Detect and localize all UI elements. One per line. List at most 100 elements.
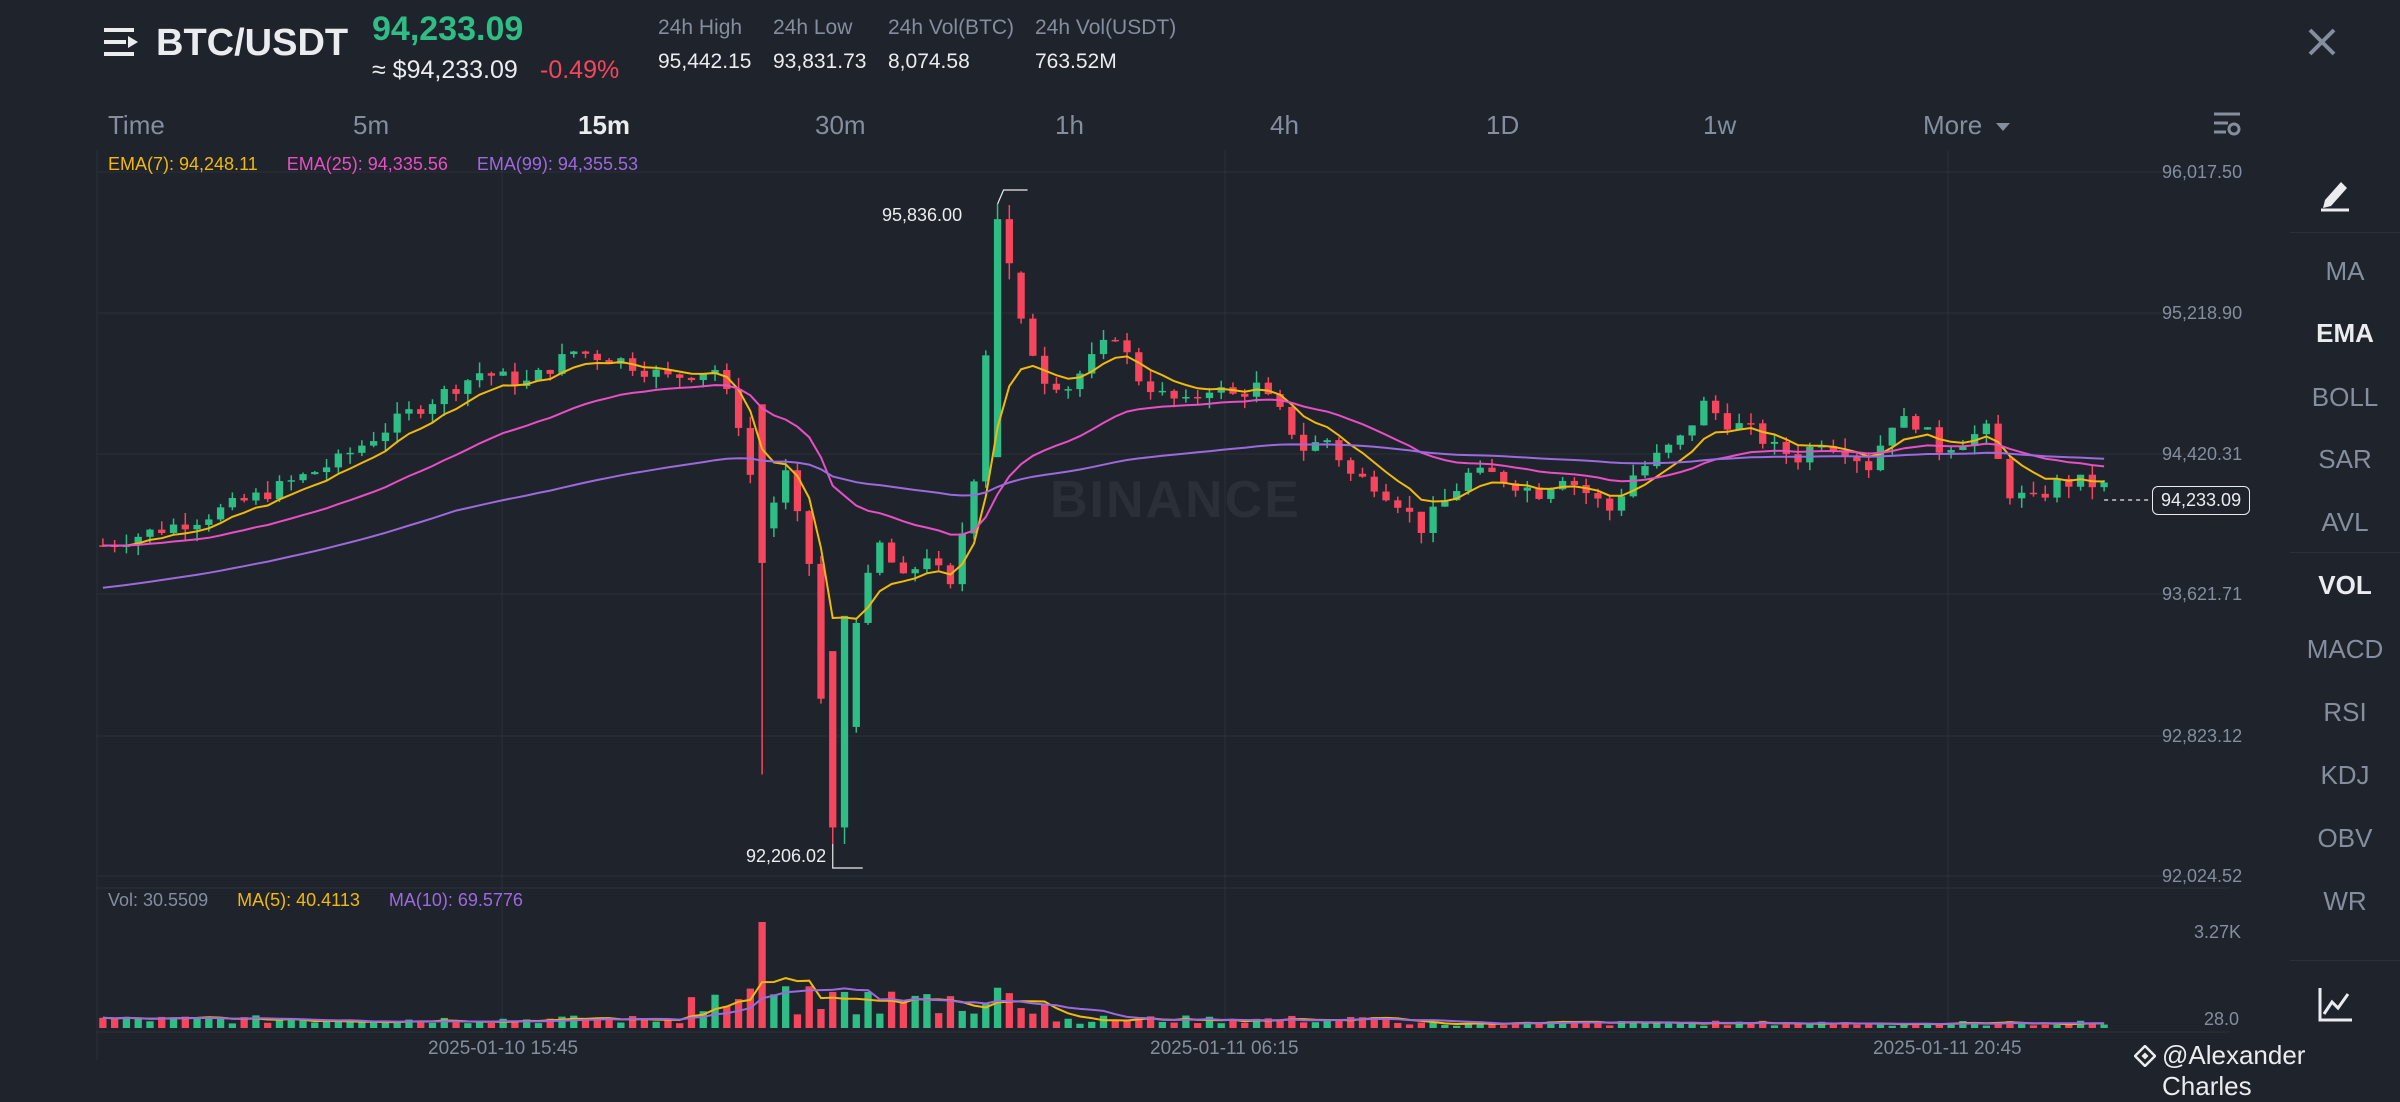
tab-time[interactable]: Time [108, 110, 165, 140]
y-tick-label: 92,024.52 [2162, 866, 2243, 886]
volume-bar [640, 1019, 649, 1028]
volume-bar [1182, 1015, 1190, 1028]
candle-body [1759, 423, 1767, 444]
volume-bar [1276, 1020, 1284, 1028]
price-change: -0.49% [540, 56, 620, 84]
candle-body [1017, 272, 1025, 319]
usd-price: ≈ $94,233.09 [372, 56, 518, 84]
candle-body [1523, 487, 1531, 491]
volume-bar [1288, 1015, 1296, 1028]
volume-bar [1453, 1025, 1461, 1028]
tab-more[interactable]: More [1923, 110, 2011, 141]
volume-bar [887, 991, 896, 1028]
candle-body [1806, 446, 1814, 463]
vol-ma10-value: MA(10): 69.5776 [388, 890, 523, 910]
volume-bar [146, 1021, 154, 1028]
volume-bar [2006, 1021, 2014, 1028]
ema7-line [102, 355, 2105, 620]
vol-ma10-line [102, 987, 2105, 1026]
low-marker [832, 843, 863, 869]
candle-body [852, 622, 860, 727]
menu-icon[interactable] [104, 24, 140, 60]
chart-type-icon[interactable] [2316, 984, 2356, 1024]
y-tick-label: 95,218.90 [2162, 303, 2243, 323]
candle-body [158, 529, 166, 534]
candlestick-chart[interactable] [0, 0, 2270, 1080]
tab-30m[interactable]: 30m [815, 110, 866, 140]
indicator-sar[interactable]: SAR [2318, 444, 2372, 474]
candle-body [311, 472, 319, 475]
volume-bar [134, 1018, 142, 1028]
draw-tool-icon[interactable] [2315, 172, 2355, 212]
chart-settings-icon[interactable] [2212, 108, 2242, 138]
indicator-ema[interactable]: EMA [2316, 318, 2374, 348]
candle-body [1653, 452, 1661, 467]
tab-1d[interactable]: 1D [1486, 110, 1520, 140]
candle-body [1923, 427, 1932, 430]
volume-bar [2100, 1024, 2108, 1028]
indicator-vol[interactable]: VOL [2318, 570, 2372, 600]
candle-body [475, 373, 484, 381]
volume-bar [358, 1022, 366, 1028]
volume-bar [1394, 1022, 1402, 1028]
volume-bar [1417, 1022, 1425, 1028]
candle-body [169, 524, 178, 534]
volume-bar [2029, 1025, 2038, 1028]
vol-tick-label: 28.0 [2204, 1009, 2240, 1029]
indicator-lines [102, 355, 2105, 1026]
indicator-obv[interactable]: OBV [2317, 823, 2373, 853]
tab-5m[interactable]: 5m [353, 110, 390, 140]
candle-body [1688, 425, 1696, 436]
indicator-kdj[interactable]: KDJ [2320, 760, 2370, 790]
volume-bar [205, 1017, 213, 1028]
volume-bar [534, 1023, 543, 1028]
candle-body [1535, 487, 1543, 499]
tab-15m[interactable]: 15m [578, 110, 631, 140]
ema25-value: EMA(25): 94,335.56 [286, 154, 448, 174]
candle-body [1617, 496, 1626, 511]
candle-body [1005, 219, 1013, 264]
candle-body [2006, 458, 2014, 499]
indicator-avl[interactable]: AVL [2321, 507, 2369, 537]
indicator-boll[interactable]: BOLL [2311, 382, 2379, 412]
candle-body [440, 389, 448, 405]
candle-body [1606, 498, 1614, 511]
volume-bar [1653, 1023, 1661, 1028]
indicator-wr[interactable]: WR [2323, 886, 2367, 916]
candle-body [487, 373, 496, 376]
y-tick-label: 92,823.12 [2162, 726, 2243, 746]
candle-body [1747, 423, 1755, 425]
tab-4h[interactable]: 4h [1270, 110, 1299, 140]
session-high-label: 95,836.00 [882, 205, 963, 225]
high-marker [997, 189, 1028, 205]
stat-value: 93,831.73 [773, 50, 867, 73]
tab-1w[interactable]: 1w [1703, 110, 1737, 140]
candle-body [993, 219, 1002, 458]
indicator-macd[interactable]: MACD [2306, 634, 2384, 664]
binance-logo-icon [2134, 1045, 2156, 1067]
candle-body [1076, 373, 1084, 390]
divider [2290, 232, 2400, 233]
candle-body [1853, 456, 1861, 462]
candle-body [1099, 339, 1108, 355]
candle-body [1782, 441, 1790, 455]
volume-bar [1111, 1020, 1119, 1028]
indicator-rsi[interactable]: RSI [2323, 697, 2367, 727]
vol-ma5-value: MA(5): 40.4113 [237, 890, 360, 910]
candle-body [1029, 318, 1037, 356]
candle-body [876, 542, 884, 573]
volume-bar [475, 1022, 484, 1028]
volume-bar [546, 1018, 554, 1028]
volume-bar [158, 1016, 166, 1028]
indicator-ma[interactable]: MA [2325, 256, 2365, 286]
volume-bar [946, 996, 955, 1028]
close-icon[interactable] [2302, 22, 2342, 62]
volume-bar [417, 1020, 425, 1028]
volume-bar [1876, 1022, 1885, 1028]
pair-title[interactable]: BTC/USDT [156, 22, 349, 64]
ema99-line [102, 443, 2105, 589]
candle-body [2065, 478, 2073, 487]
stat-label: 24h Low [773, 16, 853, 39]
tab-1h[interactable]: 1h [1055, 110, 1084, 140]
volume-bar [923, 994, 931, 1028]
